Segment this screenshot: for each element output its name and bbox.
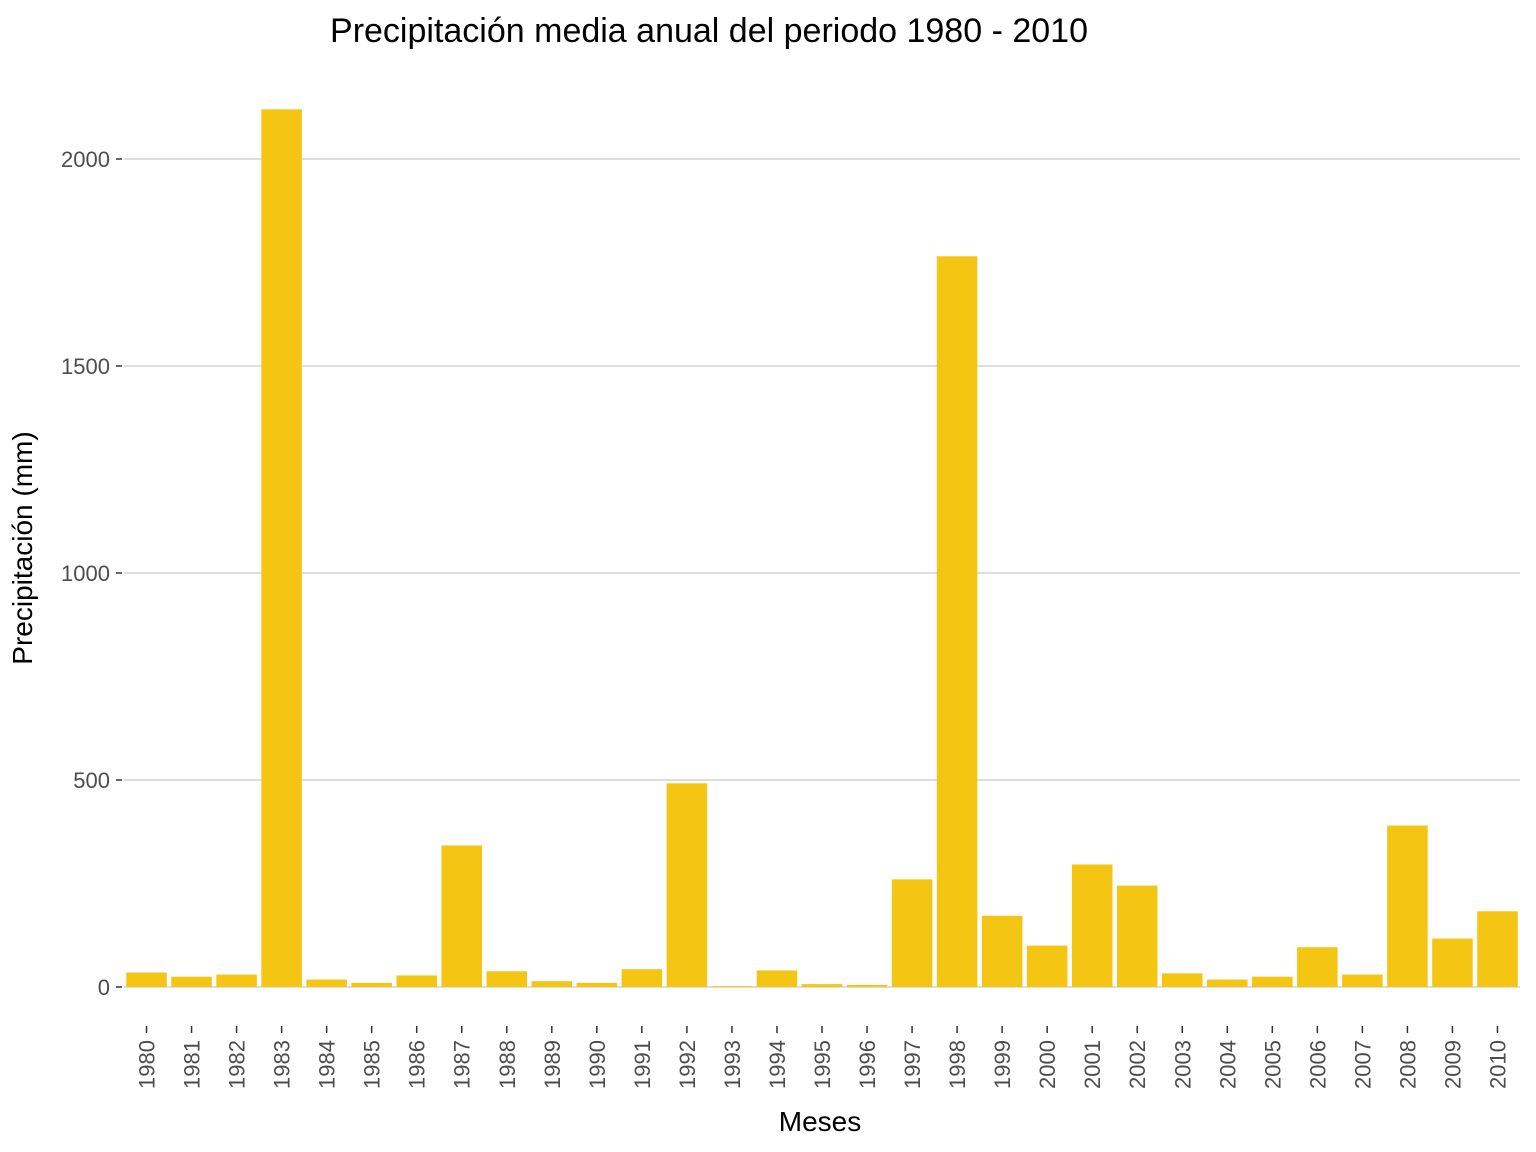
x-tick-label: 1984 (315, 1040, 340, 1089)
bar-2000 (1026, 945, 1068, 987)
chart-title: Precipitación media anual del periodo 19… (330, 12, 1088, 50)
x-tick-label: 2010 (1485, 1040, 1510, 1089)
bar-1984 (306, 979, 347, 987)
x-tick-label: 2008 (1395, 1040, 1420, 1089)
bar-1989 (531, 981, 573, 987)
x-tick-label: 1983 (270, 1040, 295, 1089)
x-tick-label: 1988 (495, 1040, 520, 1089)
bar-1990 (576, 982, 618, 987)
bar-1992 (666, 783, 708, 987)
bar-2007 (1342, 974, 1383, 987)
x-tick-label: 1999 (990, 1040, 1015, 1089)
bar-1991 (621, 969, 663, 987)
bar-1998 (936, 256, 978, 987)
bar-2009 (1432, 938, 1473, 987)
y-tick-label: 1000 (61, 561, 110, 586)
x-tick-label: 1991 (630, 1040, 655, 1089)
x-tick-label: 1994 (765, 1040, 790, 1089)
bar-2003 (1161, 973, 1203, 987)
bar-1995 (801, 984, 843, 987)
bar-1988 (486, 971, 528, 987)
bar-1986 (396, 975, 437, 987)
x-tick-label: 1992 (675, 1040, 700, 1089)
x-tick-label: 1995 (810, 1040, 835, 1089)
x-tick-label: 2000 (1035, 1040, 1060, 1089)
bar-2002 (1116, 885, 1158, 987)
bar-1983 (261, 109, 302, 987)
y-tick-label: 500 (73, 768, 110, 793)
bar-1981 (171, 976, 212, 987)
x-tick-label: 1989 (540, 1040, 565, 1089)
bar-2004 (1207, 979, 1248, 987)
bar-1980 (126, 972, 167, 987)
x-tick-label: 1986 (405, 1040, 430, 1089)
y-tick-label: 2000 (61, 147, 110, 172)
bars (126, 109, 1518, 988)
y-axis-title: Precipitación (mm) (7, 431, 38, 664)
x-tick-label: 2002 (1125, 1040, 1150, 1089)
bar-1985 (351, 982, 392, 987)
bar-1996 (846, 984, 888, 987)
bar-1987 (441, 845, 483, 987)
x-tick-label: 2009 (1440, 1040, 1465, 1089)
bar-2010 (1477, 911, 1518, 987)
x-tick-label: 1982 (225, 1040, 250, 1089)
bar-1999 (981, 915, 1023, 987)
x-tick-label: 1987 (450, 1040, 475, 1089)
x-tick-label: 2006 (1305, 1040, 1330, 1089)
x-tick-label: 2004 (1215, 1040, 1240, 1089)
x-tick-label: 1996 (855, 1040, 880, 1089)
bar-1982 (216, 974, 257, 987)
grid-lines (124, 158, 1520, 988)
bar-1997 (891, 879, 933, 987)
x-tick-label: 1997 (900, 1040, 925, 1089)
bar-1994 (756, 970, 798, 987)
bar-2006 (1297, 947, 1338, 987)
y-tick-label: 1500 (61, 354, 110, 379)
x-tick-label: 2007 (1350, 1040, 1375, 1089)
x-axis: 1980 1981 1982 1983 1984 1985 1986 1987 1988 1989… (135, 1026, 1510, 1089)
y-tick-label: 0 (98, 975, 110, 1000)
x-tick-label: 1985 (360, 1040, 385, 1089)
x-tick-label: 2005 (1260, 1040, 1285, 1089)
bar-2005 (1252, 976, 1293, 987)
bar-2008 (1387, 825, 1428, 987)
x-tick-label: 1981 (180, 1040, 205, 1089)
bar-1993 (711, 986, 753, 988)
x-tick-label: 1998 (945, 1040, 970, 1089)
bar-2001 (1071, 864, 1113, 987)
x-axis-title: Meses (779, 1106, 861, 1137)
x-tick-label: 1990 (585, 1040, 610, 1089)
y-axis: 0 500 1000 1500 2000 (61, 147, 122, 1000)
x-tick-label: 2003 (1170, 1040, 1195, 1089)
x-tick-label: 1980 (135, 1040, 160, 1089)
x-tick-label: 1993 (720, 1040, 745, 1089)
x-tick-label: 2001 (1080, 1040, 1105, 1089)
